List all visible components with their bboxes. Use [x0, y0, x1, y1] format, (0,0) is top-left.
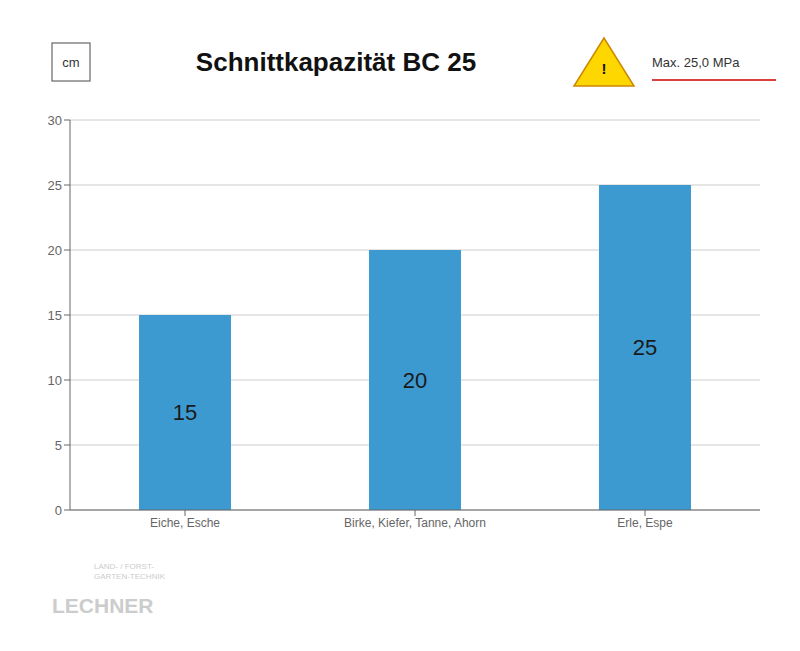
svg-text:!: !	[602, 60, 607, 77]
svg-text:Eiche, Esche: Eiche, Esche	[150, 516, 220, 530]
svg-text:Erle, Espe: Erle, Espe	[617, 516, 673, 530]
svg-text:5: 5	[55, 438, 62, 453]
svg-text:20: 20	[403, 368, 427, 393]
svg-text:25: 25	[633, 335, 657, 360]
svg-text:15: 15	[173, 400, 197, 425]
svg-text:LECHNER: LECHNER	[52, 594, 154, 617]
svg-text:20: 20	[48, 243, 62, 258]
svg-text:0: 0	[55, 503, 62, 518]
svg-text:15: 15	[48, 308, 62, 323]
svg-text:Birke, Kiefer, Tanne, Ahorn: Birke, Kiefer, Tanne, Ahorn	[344, 516, 486, 530]
svg-text:25: 25	[48, 178, 62, 193]
svg-text:10: 10	[48, 373, 62, 388]
svg-text:Schnittkapazität BC 25: Schnittkapazität BC 25	[196, 47, 476, 77]
svg-text:LAND- / FORST-GARTEN-TECHNIK: LAND- / FORST-GARTEN-TECHNIK	[94, 562, 166, 581]
svg-text:cm: cm	[62, 55, 79, 70]
svg-text:Max. 25,0 MPa: Max. 25,0 MPa	[652, 55, 740, 70]
svg-text:30: 30	[48, 113, 62, 128]
